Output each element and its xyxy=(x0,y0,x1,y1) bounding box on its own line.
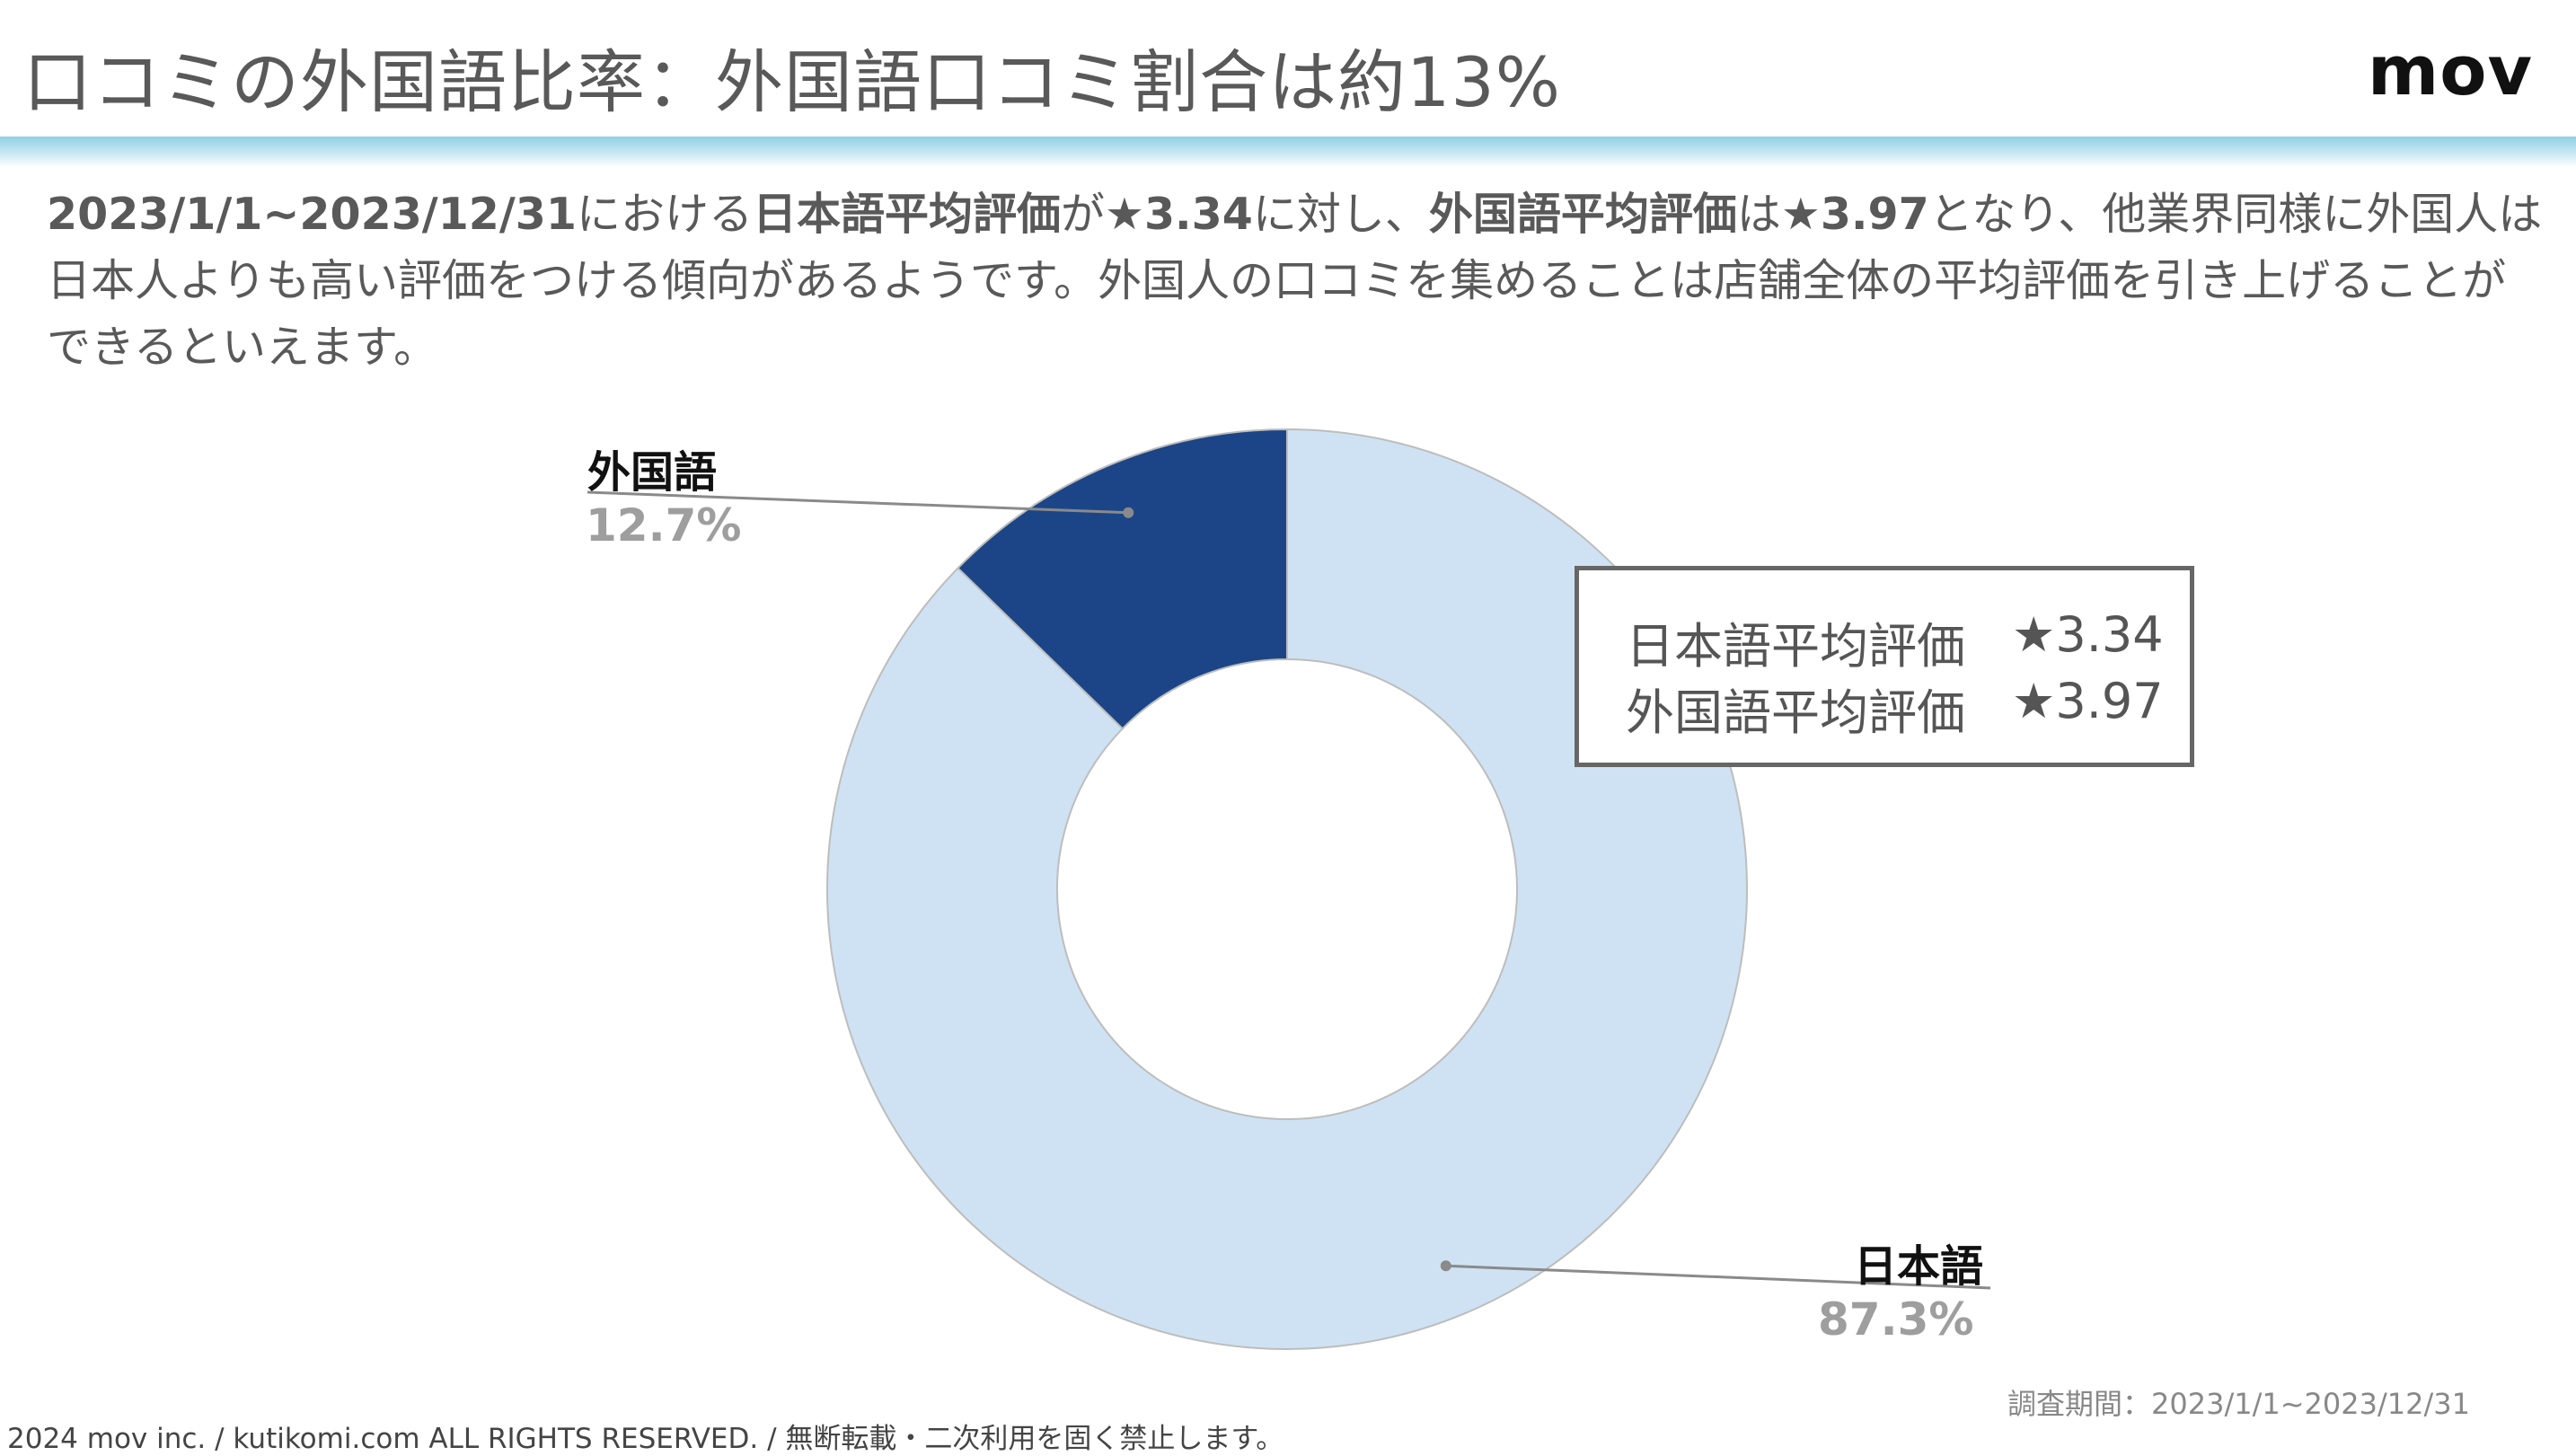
rating-label-japanese: 日本語平均評価 xyxy=(1626,618,1965,675)
desc-foreign-value: ★3.97 xyxy=(1780,189,1929,240)
rating-value-japanese: ★3.34 xyxy=(2012,606,2164,663)
desc-text-1: における xyxy=(576,189,753,240)
desc-text-5: となり、他業界同様に外国人は日本人よりも高い評価をつける傾向があるようです。外国… xyxy=(47,189,2543,373)
desc-jp-value: ★3.34 xyxy=(1105,189,1253,240)
rating-label-foreign: 外国語平均評価 xyxy=(1626,684,1965,741)
leader-line-0 xyxy=(587,490,1129,515)
description: 2023/1/1~2023/12/31における日本語平均評価が★3.34に対し、… xyxy=(47,181,2544,381)
rating-row-japanese: 日本語平均評価 ★3.34 xyxy=(1626,606,2164,677)
donut-slice-0 xyxy=(957,428,1288,730)
leader-dot-0 xyxy=(1123,507,1134,518)
slice-label-foreign: 外国語 xyxy=(587,447,718,498)
page-title: 口コミの外国語比率：外国語口コミ割合は約13% xyxy=(23,42,1561,122)
rating-summary-box: 日本語平均評価 ★3.34 外国語平均評価 ★3.97 xyxy=(1575,566,2194,767)
header-gradient-bar xyxy=(0,137,2576,167)
copyright-footer: 2024 mov inc. / kutikomi.com ALL RIGHTS … xyxy=(7,1423,1284,1455)
survey-period: 調査期間：2023/1/1~2023/12/31 xyxy=(2007,1387,2470,1421)
rating-row-foreign: 外国語平均評価 ★3.97 xyxy=(1626,673,2164,744)
leader-line-1 xyxy=(1445,1264,1991,1290)
rating-value-foreign: ★3.97 xyxy=(2012,673,2164,729)
desc-text-2: が xyxy=(1061,189,1106,240)
desc-text-4: は xyxy=(1736,189,1781,240)
brand-logo: mov xyxy=(2368,31,2533,110)
donut-slice-1 xyxy=(825,428,1748,1350)
desc-jp-label: 日本語平均評価 xyxy=(752,189,1061,240)
leader-dot-1 xyxy=(1440,1260,1451,1272)
desc-text-3: に対し、 xyxy=(1252,189,1429,240)
slice-pct-foreign: 12.7% xyxy=(586,499,742,552)
slice-label-japanese: 日本語 xyxy=(1854,1241,1984,1292)
slice-pct-japanese: 87.3% xyxy=(1818,1293,1974,1346)
desc-period: 2023/1/1~2023/12/31 xyxy=(47,189,577,240)
desc-foreign-label: 外国語平均評価 xyxy=(1428,189,1737,240)
